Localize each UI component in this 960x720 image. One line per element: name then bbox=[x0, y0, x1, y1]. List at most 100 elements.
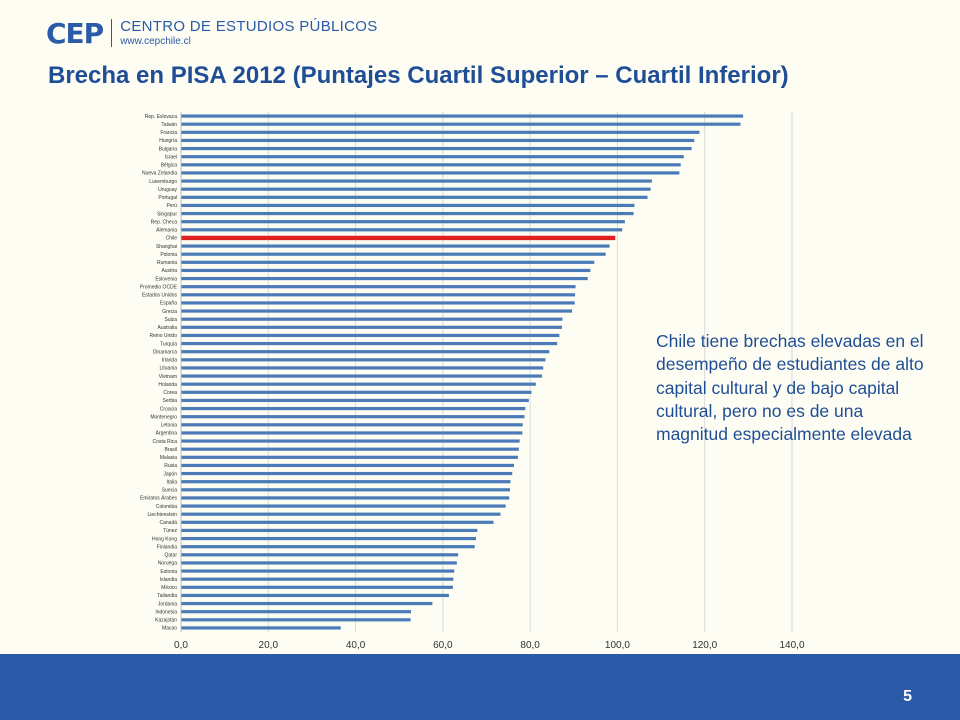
bar bbox=[181, 252, 606, 256]
bar bbox=[181, 398, 529, 403]
bar bbox=[181, 268, 591, 273]
category-label: Irlanda bbox=[162, 358, 178, 364]
bar bbox=[181, 138, 695, 143]
x-tick-label: 20,0 bbox=[259, 640, 279, 651]
bar bbox=[181, 374, 542, 378]
bar bbox=[181, 423, 523, 427]
bar bbox=[181, 179, 652, 183]
category-label: Suiza bbox=[164, 317, 177, 323]
category-label: Corea bbox=[163, 390, 177, 396]
bar bbox=[181, 471, 513, 476]
logo-divider bbox=[111, 19, 113, 47]
bar bbox=[181, 220, 625, 224]
category-label: Croacia bbox=[160, 406, 177, 412]
bar bbox=[181, 431, 523, 435]
category-label: Jordania bbox=[158, 601, 177, 607]
cep-logo: CEP CENTRO DE ESTUDIOS PÚBLICOS www.cepc… bbox=[46, 16, 378, 50]
category-label: Serbia bbox=[163, 398, 178, 404]
bar bbox=[181, 577, 454, 581]
bar bbox=[181, 163, 681, 167]
bar bbox=[181, 309, 573, 313]
category-label: Colombia bbox=[156, 504, 177, 510]
category-label: Finlandia bbox=[157, 544, 178, 550]
category-label: Argentina bbox=[156, 431, 178, 437]
bar bbox=[181, 171, 680, 175]
bar bbox=[181, 545, 475, 549]
category-label: Francia bbox=[160, 130, 177, 136]
slide-title: Brecha en PISA 2012 (Puntajes Cuartil Su… bbox=[48, 62, 789, 89]
category-label: Indonesia bbox=[155, 609, 177, 615]
x-tick-label: 80,0 bbox=[520, 640, 540, 651]
category-label: Malasia bbox=[160, 455, 177, 461]
logo-url: www.cepchile.cl bbox=[120, 35, 191, 47]
category-label: Portugal bbox=[158, 195, 177, 201]
bar bbox=[181, 333, 560, 338]
chart-note: Chile tiene brechas elevadas en el desem… bbox=[656, 331, 924, 445]
bar bbox=[181, 358, 546, 362]
bar bbox=[181, 496, 510, 500]
category-label: Luxemburgo bbox=[149, 179, 177, 185]
bar bbox=[181, 618, 411, 622]
category-label: Japón bbox=[163, 471, 177, 477]
bar bbox=[181, 155, 684, 159]
category-label: Austria bbox=[161, 268, 177, 274]
bar bbox=[181, 512, 501, 516]
category-label: Promedio OCDE bbox=[140, 284, 178, 290]
bar bbox=[181, 382, 536, 386]
category-label: Tailandia bbox=[157, 593, 177, 599]
category-label: Canadá bbox=[159, 520, 177, 526]
bar bbox=[181, 146, 692, 151]
bar bbox=[181, 228, 623, 232]
bar bbox=[181, 114, 744, 118]
category-label: México bbox=[161, 585, 177, 591]
bar-chart: 0,0 20,0 40,0 60,0 80,0 100,0 120,0 140,0 Rep. E… bbox=[140, 112, 805, 651]
category-label: Bulgaria bbox=[159, 146, 178, 152]
bar bbox=[181, 390, 532, 394]
bar bbox=[181, 350, 550, 354]
bar bbox=[181, 488, 511, 492]
x-tick-label: 60,0 bbox=[433, 640, 453, 651]
category-label: Suecia bbox=[162, 488, 178, 494]
bar bbox=[181, 561, 457, 565]
category-label: Turquía bbox=[160, 341, 177, 347]
x-tick-label: 40,0 bbox=[346, 640, 366, 651]
category-label: Lituania bbox=[159, 366, 177, 372]
bar bbox=[181, 341, 558, 346]
bar bbox=[181, 626, 341, 630]
x-tick-label: 140,0 bbox=[779, 640, 804, 651]
bar bbox=[181, 528, 478, 533]
category-label: Estados Unidos bbox=[142, 293, 178, 299]
bar bbox=[181, 504, 506, 508]
bar bbox=[181, 415, 525, 419]
category-label: Australia bbox=[158, 325, 178, 331]
x-tick-label: 0,0 bbox=[174, 640, 188, 651]
category-label: Hungría bbox=[159, 138, 177, 144]
bar bbox=[181, 301, 575, 305]
category-label: Brasil bbox=[164, 447, 177, 453]
category-label: Rep. Eslovaca bbox=[145, 114, 177, 120]
category-label: Polonia bbox=[160, 252, 177, 258]
bar bbox=[181, 244, 610, 248]
bar bbox=[181, 130, 700, 134]
category-label: Rusia bbox=[164, 463, 177, 469]
bar bbox=[181, 593, 449, 598]
category-label: Uruguay bbox=[158, 187, 177, 193]
bar bbox=[181, 203, 635, 208]
category-label: Italia bbox=[166, 479, 177, 485]
page-number: 5 bbox=[903, 688, 912, 705]
category-label: Grecia bbox=[162, 309, 177, 315]
category-label: Noruega bbox=[158, 561, 177, 567]
logo-mark: CEP bbox=[46, 16, 104, 50]
bar bbox=[181, 366, 544, 370]
category-label: Holanda bbox=[158, 382, 177, 388]
bar bbox=[181, 463, 514, 468]
bar bbox=[181, 447, 519, 451]
category-label: Túnez bbox=[163, 528, 177, 534]
category-label: Rep. Checa bbox=[151, 219, 178, 225]
bar bbox=[181, 610, 411, 614]
bar bbox=[181, 195, 648, 199]
category-label: Taiwán bbox=[161, 122, 177, 128]
bar bbox=[181, 293, 576, 297]
category-label: Rumania bbox=[157, 260, 177, 266]
category-label: Estonia bbox=[160, 569, 177, 575]
